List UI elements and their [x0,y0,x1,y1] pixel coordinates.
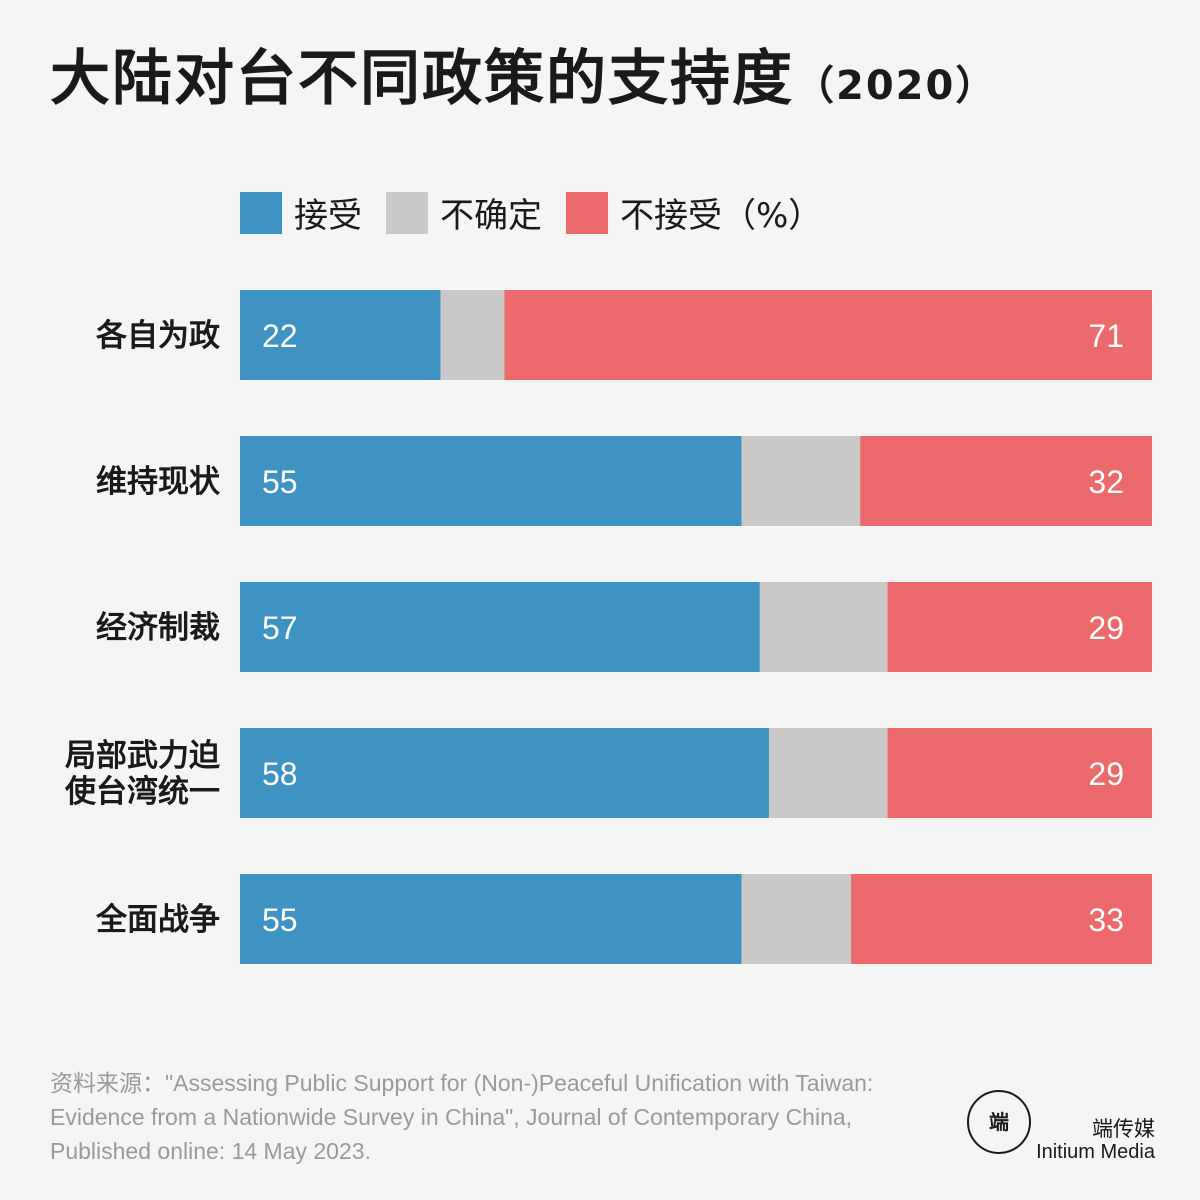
bar-segment-reject [887,582,1152,672]
category-label: 局部武力迫使台湾统一 [64,738,220,810]
legend-item-reject: 不接受（%） [566,188,822,237]
data-label-accept: 58 [262,756,298,792]
legend-label-accept: 接受 [294,196,362,236]
legend-label-uncertain: 不确定 [440,196,542,236]
data-label-accept: 55 [262,902,298,938]
legend-item-uncertain: 不确定 [386,188,542,237]
bar-segment-reject [504,290,1153,380]
category-label: 经济制裁 [96,610,220,646]
bar-segment-accept [240,582,760,672]
category-label: 各自为政 [95,318,220,354]
brand-name-en: Initium Media [1036,1141,1155,1163]
bar-segment-uncertain [741,436,861,526]
bar-segment-uncertain [440,290,505,380]
bar-segment-uncertain [768,728,888,818]
data-label-accept: 57 [262,610,298,646]
chart-title-text: 大陆对台不同政策的支持度 [50,44,794,114]
bar-segment-uncertain [759,582,888,672]
data-label-reject: 71 [1088,318,1124,354]
bar-segment-accept [240,874,742,964]
chart-title: 大陆对台不同政策的支持度（2020） [50,30,997,117]
legend-label-reject: 不接受（%） [620,196,823,236]
data-label-accept: 22 [262,318,298,354]
category-label: 全面战争 [95,902,220,938]
legend: 接受 不确定 不接受（%） [240,188,846,237]
source-note: 资料来源："Assessing Public Support for (Non-… [50,1070,874,1164]
brand-name-cn: 端传媒 [1092,1117,1155,1141]
data-label-accept: 55 [262,464,298,500]
data-label-reject: 29 [1088,610,1124,646]
bar-segment-reject [851,874,1152,964]
legend-swatch-uncertain [386,191,428,234]
bar-segment-uncertain [741,874,852,964]
bar-segment-accept [240,436,742,526]
bar-segment-reject [860,436,1152,526]
data-label-reject: 29 [1088,756,1124,792]
legend-swatch-accept [240,191,282,234]
legend-item-accept: 接受 [240,188,362,237]
brand: 端 端传媒 Initium Media [965,1085,1155,1165]
initium-logo-icon: 端 [967,1090,1031,1154]
category-label: 维持现状 [96,464,221,500]
bar-segment-reject [887,728,1152,818]
data-label-reject: 32 [1088,464,1124,500]
bar-segment-accept [240,290,441,380]
legend-swatch-reject [566,191,608,234]
stacked-bar-chart: 各自为政 22 71 维持现状 55 32 经济制裁 57 29 局部武力迫使台湾统一 58 29 全面… [64,290,1153,964]
chart-title-year: （2020） [794,63,998,109]
bar-segment-accept [240,728,769,818]
data-label-reject: 33 [1088,902,1124,938]
